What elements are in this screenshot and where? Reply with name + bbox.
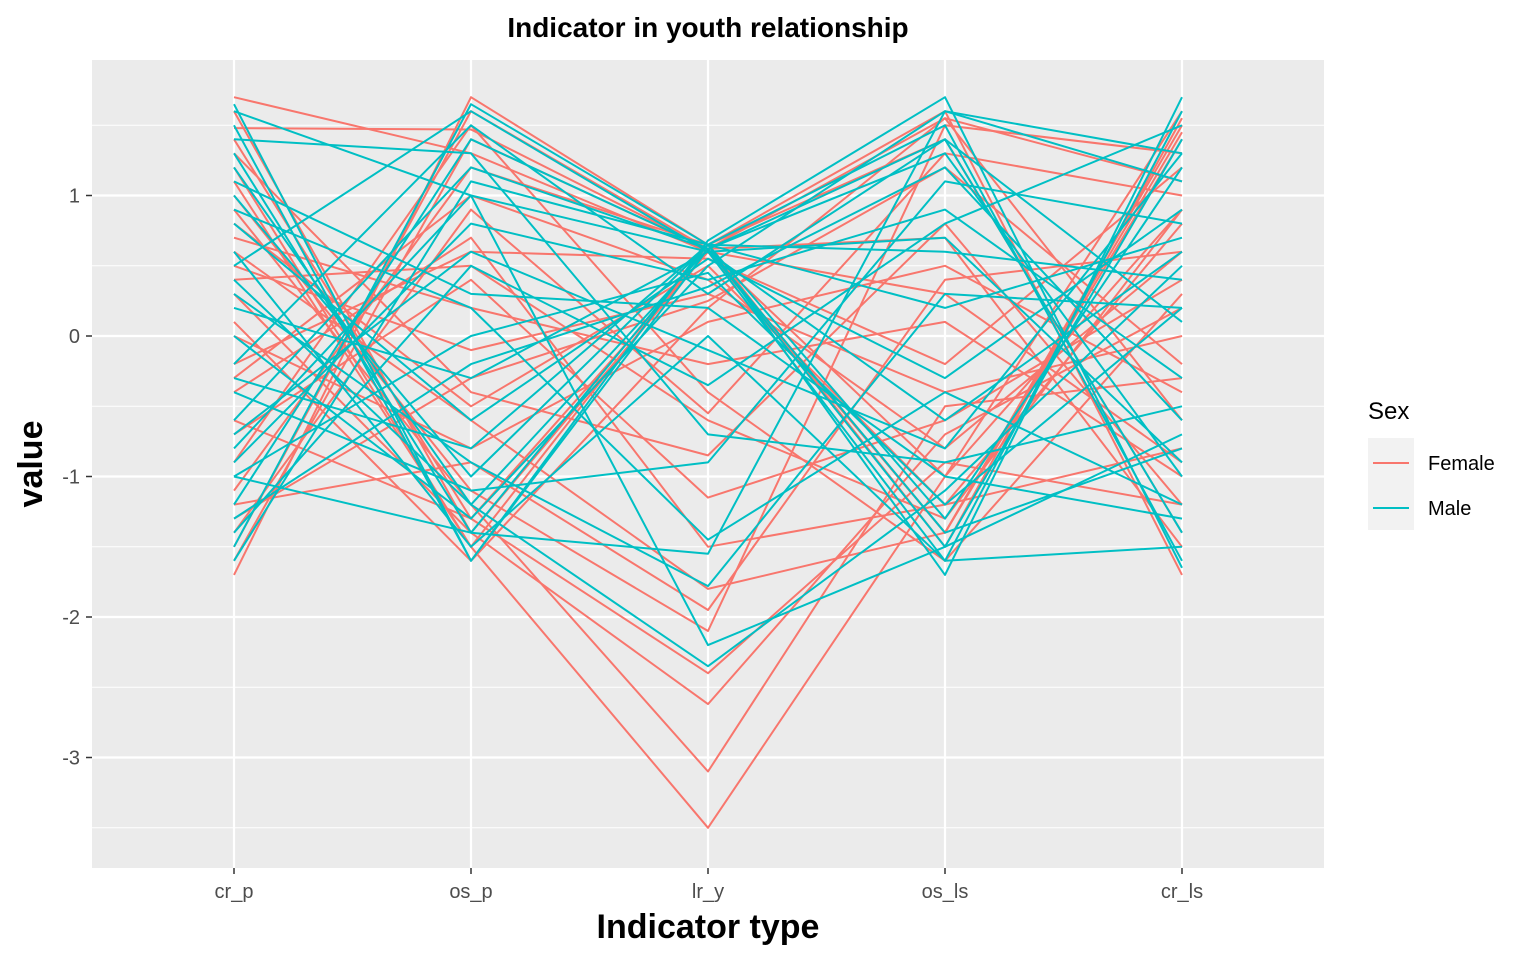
series-line-female — [233, 124, 1183, 562]
series-line-male — [233, 166, 1183, 520]
chart-title: Indicator in youth relationship — [507, 12, 908, 43]
series-line-female — [233, 152, 1183, 534]
y-tick-label: -1 — [62, 467, 80, 489]
legend-title: Sex — [1368, 398, 1409, 425]
series-line-female — [233, 293, 1183, 706]
series-line-male — [233, 110, 1183, 555]
series-lines — [233, 96, 1183, 829]
series-line-male — [233, 180, 1183, 520]
y-tick-label: 0 — [69, 326, 80, 348]
y-axis-title: value — [12, 421, 50, 508]
y-tick-label: -2 — [62, 607, 80, 629]
series-line-male — [233, 208, 1183, 464]
x-tick-label: lr_y — [692, 881, 724, 903]
series-line-male — [233, 152, 1183, 534]
x-tick-label: cr_ls — [1161, 881, 1203, 903]
legend-key-background — [1368, 438, 1414, 530]
series-line-male — [233, 208, 1183, 541]
series-line-male — [233, 96, 1183, 569]
series-line-male — [233, 251, 1183, 562]
x-axis-ticks: cr_p os_p lr_y os_ls cr_ls — [215, 868, 1203, 903]
legend-label-male: Male — [1428, 498, 1471, 520]
series-line-male — [233, 124, 1183, 365]
legend-label-female: Female — [1428, 453, 1495, 475]
x-tick-label: os_p — [449, 881, 492, 903]
legend: Sex Female Male — [1368, 398, 1495, 530]
y-tick-label: 1 — [69, 186, 80, 208]
y-axis-ticks: -3 -2 -1 0 1 — [62, 186, 92, 770]
series-line-male — [233, 138, 1183, 534]
legend-keys: Female Male — [1368, 438, 1495, 530]
series-line-male — [233, 271, 1183, 506]
y-tick-label: -3 — [62, 748, 80, 770]
series-line-male — [233, 194, 1183, 647]
x-tick-label: cr_p — [215, 881, 254, 903]
series-line-female — [233, 124, 1183, 590]
x-tick-label: os_ls — [922, 881, 969, 903]
series-line-female — [233, 166, 1183, 829]
series-line-male — [233, 138, 1183, 464]
series-line-male — [233, 110, 1183, 464]
series-line-male — [233, 152, 1183, 450]
series-line-male — [233, 208, 1183, 422]
series-line-female — [233, 236, 1183, 478]
x-axis-title: Indicator type — [597, 908, 820, 946]
series-line-female — [233, 264, 1183, 450]
series-line-female — [233, 419, 1183, 675]
series-line-male — [233, 166, 1183, 668]
series-line-male — [233, 110, 1183, 520]
